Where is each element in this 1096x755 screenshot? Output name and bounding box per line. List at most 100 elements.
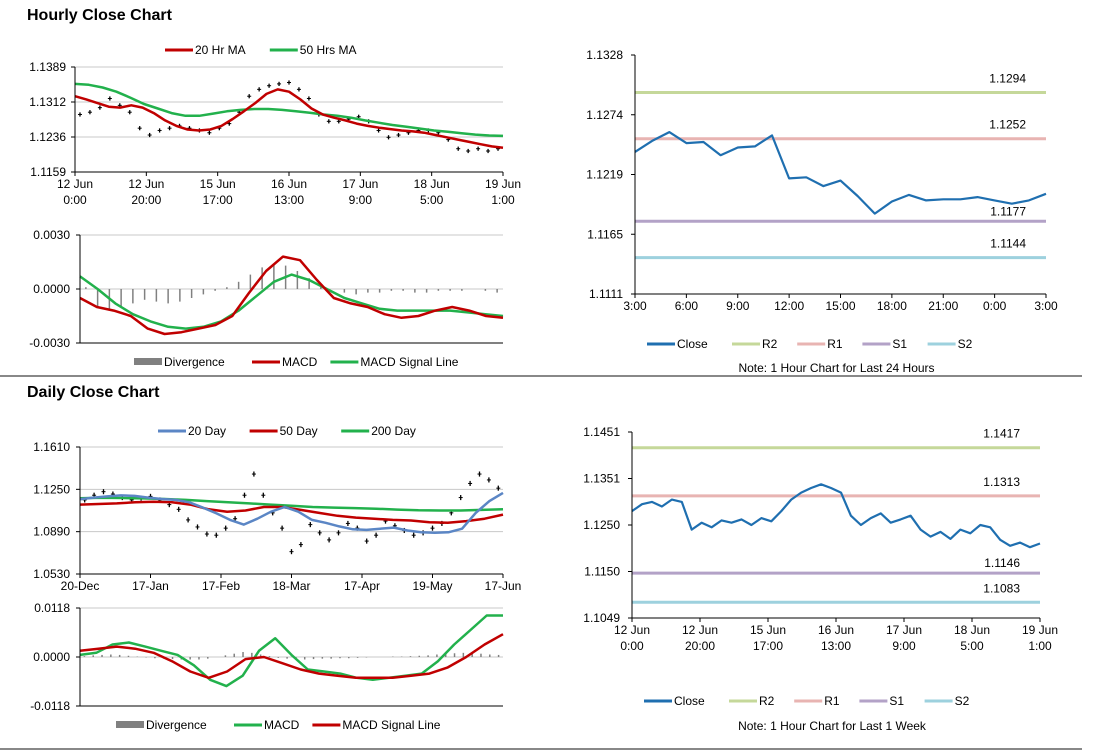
hourly-price-y-tick-label: 1.1312 [29,95,66,109]
hourly-price-x-tick-label: 0:00 [63,193,87,207]
hourly-close-x-tick-label: 3:00 [1034,299,1058,313]
daily-price-y-tick-label: 1.1610 [33,440,70,454]
weekly-close-x-tick-label: 13:00 [821,639,851,653]
daily-price-line-20day [79,491,504,535]
hourly-close-x-tick-label: 6:00 [675,299,699,313]
hourly-macd-line-signal [79,273,504,330]
hourly-close-legend-label: R1 [827,337,843,351]
hourly-close-level-label-s1: 1.1177 [990,204,1026,218]
hourly-close-x-tick-label: 12:00 [774,299,804,313]
hourly-close-x-tick-label: 21:00 [928,299,958,313]
hourly-price-x-tick-label: 15 Jun [200,177,236,191]
hourly-close-y-tick-label: 1.1328 [586,48,623,62]
weekly-close-note: Note: 1 Hour Chart for Last 1 Week [738,719,927,733]
hourly-macd-y-tick-label: -0.0030 [29,336,70,350]
weekly-close-y-tick-label: 1.1351 [583,472,620,486]
hourly-section-title: Hourly Close Chart [27,7,172,24]
weekly-close-x-tick-label: 1:00 [1028,639,1052,653]
weekly-close-x-tick-label: 5:00 [960,639,984,653]
hourly-price-x-tick-label: 16 Jun [271,177,307,191]
section-divider [0,375,1082,377]
hourly-price-line-50hr [74,82,504,138]
hourly-close-y-tick-label: 1.1274 [586,108,623,122]
hourly-price-x-tick-label: 13:00 [274,193,304,207]
daily-price-x-tick-label: 20-Dec [61,579,100,593]
hourly-macd-legend-swatch [134,358,162,365]
daily-price-legend-label: 50 Day [280,424,318,438]
weekly-close-x-tick-label: 18 Jun [954,623,990,637]
hourly-close-x-tick-label: 0:00 [983,299,1007,313]
weekly-close-x-tick-label: 12 Jun [614,623,650,637]
weekly-close-line-close [631,483,1041,549]
weekly-close-level-label-s2: 1.1083 [983,581,1020,595]
weekly-close-x-tick-label: 16 Jun [818,623,854,637]
weekly-close-x-tick-label: 17:00 [753,639,783,653]
weekly-close-y-tick-label: 1.1150 [584,565,620,579]
weekly-close-legend-label: S1 [889,694,904,708]
weekly-close-level-label-r2: 1.1417 [983,427,1020,441]
hourly-close-level-label-r2: 1.1294 [989,71,1026,85]
daily-price-x-tick-label: 17-Apr [344,579,380,593]
hourly-macd-legend-label: Divergence [164,355,225,369]
weekly-close-legend-label: Close [674,694,705,708]
daily-macd-line-macd [79,614,503,688]
hourly-price-x-tick-label: 12 Jun [57,177,93,191]
hourly-price-x-tick-label: 17 Jun [342,177,378,191]
hourly-price-y-tick-label: 1.1159 [30,165,66,179]
hourly-price-x-tick-label: 20:00 [131,193,161,207]
hourly-close-legend-label: S2 [958,337,973,351]
hourly-close-x-tick-label: 18:00 [877,299,907,313]
weekly-close-level-label-s1: 1.1146 [984,556,1020,570]
hourly-close-y-tick-label: 1.1111 [589,287,623,301]
hourly-close-level-label-s2: 1.1144 [990,237,1026,251]
daily-price-x-tick-label: 17-Jun [485,579,522,593]
hourly-price-legend-label: 50 Hrs MA [300,43,357,57]
weekly-close-legend-label: R1 [824,694,840,708]
hourly-macd-line-macd [79,255,504,336]
hourly-price-x-tick-label: 12 Jun [128,177,164,191]
weekly-close-y-tick-label: 1.1250 [583,518,620,532]
weekly-close-level-label-r1: 1.1313 [983,475,1020,489]
weekly-close-x-tick-label: 0:00 [620,639,644,653]
hourly-macd-legend-label: MACD [282,355,318,369]
hourly-close-x-tick-label: 15:00 [825,299,855,313]
daily-macd-legend-label: Divergence [146,718,207,732]
hourly-price-y-tick-label: 1.1236 [29,130,66,144]
daily-section-title: Daily Close Chart [27,384,160,401]
hourly-price-x-tick-label: 9:00 [349,193,373,207]
weekly-close-x-tick-label: 19 Jun [1022,623,1058,637]
hourly-price-y-tick-label: 1.1389 [29,60,66,74]
daily-macd-line-signal [79,633,504,680]
daily-price-y-tick-label: 1.0890 [33,525,70,539]
weekly-close-x-tick-label: 20:00 [685,639,715,653]
hourly-close-level-label-r1: 1.1252 [989,118,1026,132]
weekly-close-x-tick-label: 9:00 [892,639,916,653]
weekly-close-y-tick-label: 1.1451 [583,425,620,439]
daily-macd-y-tick-label: 0.0000 [33,650,70,664]
daily-macd-legend-swatch [116,721,144,728]
hourly-price-legend-label: 20 Hr MA [195,43,246,57]
daily-price-x-tick-label: 19-May [412,579,452,593]
hourly-close-legend-label: Close [677,337,708,351]
daily-macd-y-tick-label: -0.0118 [30,699,70,713]
daily-price-legend-label: 20 Day [188,424,226,438]
hourly-price-line-20hr [74,88,504,150]
weekly-close-x-tick-label: 15 Jun [750,623,786,637]
hourly-price-x-tick-label: 17:00 [203,193,233,207]
hourly-macd-legend-label: MACD Signal Line [360,355,458,369]
daily-macd-legend-label: MACD Signal Line [342,718,440,732]
hourly-close-x-tick-label: 9:00 [726,299,750,313]
weekly-close-legend-label: S2 [955,694,970,708]
weekly-close-x-tick-label: 12 Jun [682,623,718,637]
daily-macd-legend-label: MACD [264,718,300,732]
hourly-price-x-tick-label: 18 Jun [414,177,450,191]
hourly-price-x-tick-label: 19 Jun [485,177,521,191]
hourly-close-line-close [634,131,1047,215]
daily-price-y-tick-label: 1.0530 [33,567,70,581]
hourly-close-y-tick-label: 1.1165 [587,227,623,241]
daily-macd-y-tick-label: 0.0118 [34,601,70,615]
weekly-close-legend-label: R2 [759,694,775,708]
hourly-price-x-tick-label: 1:00 [491,193,515,207]
hourly-macd-y-tick-label: 0.0030 [33,228,70,242]
